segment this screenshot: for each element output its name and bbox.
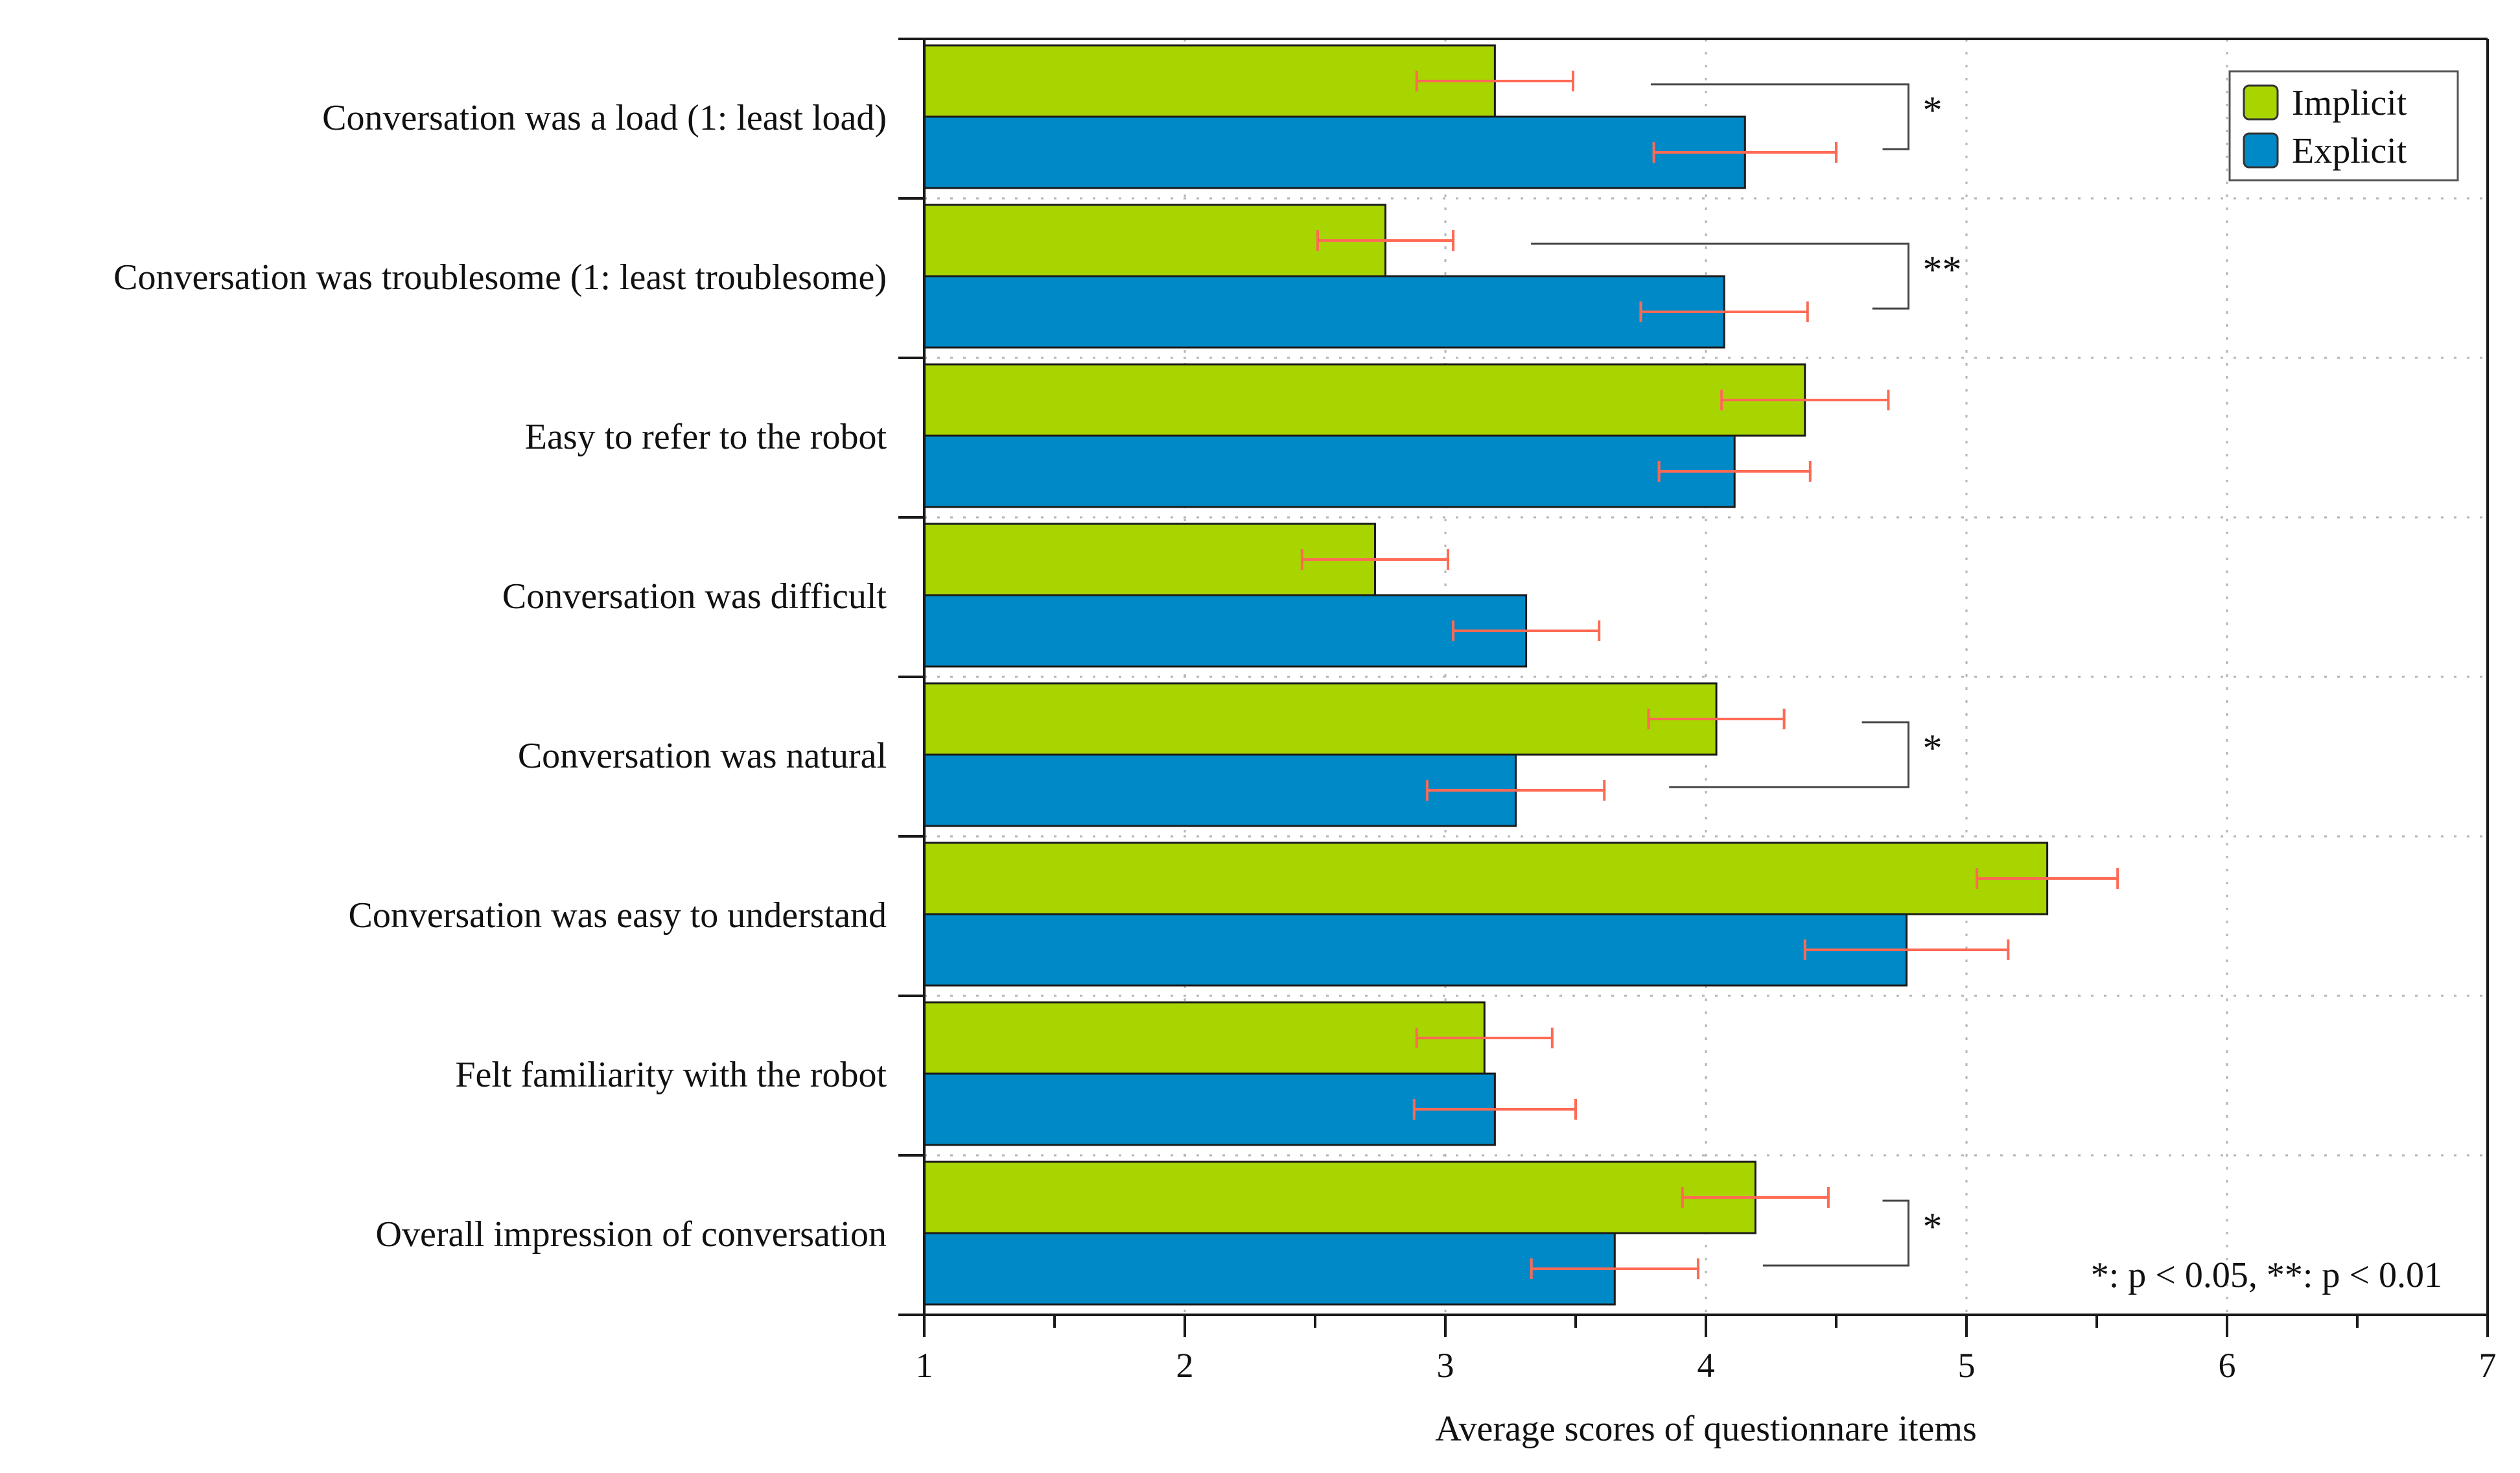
significance-brackets: ***** bbox=[1531, 83, 1962, 1267]
category-label-2: Conversation was troublesome (1: least t… bbox=[113, 257, 887, 298]
significance-label-2: ** bbox=[1923, 248, 1962, 291]
bar-explicit-3 bbox=[923, 434, 1736, 508]
legend-label-implicit: Implicit bbox=[2292, 83, 2407, 123]
error-bar-implicit-4 bbox=[1300, 549, 1450, 570]
error-bar-implicit-6 bbox=[1976, 868, 2119, 889]
category-label-6: Conversation was easy to understand bbox=[349, 895, 887, 936]
error-bar-implicit-1 bbox=[1415, 71, 1574, 91]
error-bar-explicit-6 bbox=[1803, 939, 2010, 960]
x-tick-label-1: 1 bbox=[916, 1346, 933, 1385]
bar-implicit-8 bbox=[923, 1161, 1756, 1234]
bar-implicit-5 bbox=[923, 682, 1718, 756]
bar-implicit-2 bbox=[923, 204, 1387, 277]
axes bbox=[898, 38, 2489, 1337]
significance-label-1: * bbox=[1923, 89, 1942, 132]
x-tick-label-7: 7 bbox=[2479, 1346, 2497, 1385]
bar-explicit-7 bbox=[923, 1072, 1496, 1146]
error-bar-explicit-4 bbox=[1452, 620, 1601, 641]
error-bar-explicit-5 bbox=[1425, 780, 1606, 801]
error-bar-implicit-2 bbox=[1316, 230, 1455, 251]
error-bar-implicit-3 bbox=[1720, 390, 1890, 410]
significance-label-8: * bbox=[1923, 1205, 1942, 1248]
x-tick-labels: 1 2 3 4 5 6 7 bbox=[916, 1346, 2497, 1385]
bar-implicit-1 bbox=[923, 44, 1496, 118]
error-bar-explicit-8 bbox=[1530, 1258, 1699, 1279]
category-labels: Conversation was a load (1: least load) C… bbox=[113, 98, 887, 1255]
x-tick-label-6: 6 bbox=[2219, 1346, 2236, 1385]
bar-implicit-4 bbox=[923, 523, 1376, 596]
legend-swatch-explicit bbox=[2243, 132, 2279, 169]
x-tick-label-4: 4 bbox=[1698, 1346, 1715, 1385]
error-bars bbox=[1300, 71, 2119, 1279]
bar-explicit-8 bbox=[923, 1232, 1616, 1306]
bar-explicit-1 bbox=[923, 115, 1746, 189]
bar-implicit-6 bbox=[923, 842, 2049, 915]
error-bar-explicit-2 bbox=[1639, 301, 1809, 322]
category-label-1: Conversation was a load (1: least load) bbox=[322, 98, 887, 138]
category-label-5: Conversation was natural bbox=[518, 736, 887, 776]
error-bar-implicit-8 bbox=[1681, 1187, 1830, 1208]
x-tick-label-3: 3 bbox=[1437, 1346, 1454, 1385]
significance-bracket-8 bbox=[1762, 1199, 1910, 1267]
bar-explicit-4 bbox=[923, 594, 1528, 668]
significance-bracket-2 bbox=[1531, 242, 1910, 310]
bars bbox=[923, 44, 2049, 1306]
x-axis-title: Average scores of questionnare items bbox=[1435, 1409, 1977, 1449]
legend-swatch-implicit bbox=[2243, 84, 2279, 121]
category-label-7: Felt familiarity with the robot bbox=[455, 1055, 887, 1095]
bar-explicit-6 bbox=[923, 913, 1908, 987]
significance-label-5: * bbox=[1923, 727, 1942, 770]
error-bar-explicit-7 bbox=[1412, 1099, 1577, 1120]
category-label-4: Conversation was difficult bbox=[502, 576, 887, 617]
bar-explicit-2 bbox=[923, 275, 1725, 349]
category-label-3: Easy to refer to the robot bbox=[525, 417, 887, 457]
x-tick-label-2: 2 bbox=[1176, 1346, 1194, 1385]
significance-note: *: p < 0.05, **: p < 0.01 bbox=[2091, 1255, 2442, 1295]
x-tick-label-5: 5 bbox=[1958, 1346, 1976, 1385]
legend-label-explicit: Explicit bbox=[2292, 131, 2407, 171]
bar-implicit-3 bbox=[923, 363, 1806, 437]
significance-bracket-5 bbox=[1669, 721, 1910, 788]
significance-bracket-1 bbox=[1650, 83, 1910, 150]
error-bar-explicit-1 bbox=[1652, 142, 1838, 163]
error-bar-implicit-7 bbox=[1415, 1028, 1554, 1048]
bar-implicit-7 bbox=[923, 1001, 1486, 1075]
error-bar-explicit-3 bbox=[1657, 461, 1812, 482]
legend: Implicit Explicit bbox=[2228, 70, 2459, 182]
error-bar-implicit-5 bbox=[1647, 709, 1786, 729]
category-label-8: Overall impression of conversation bbox=[376, 1214, 887, 1255]
